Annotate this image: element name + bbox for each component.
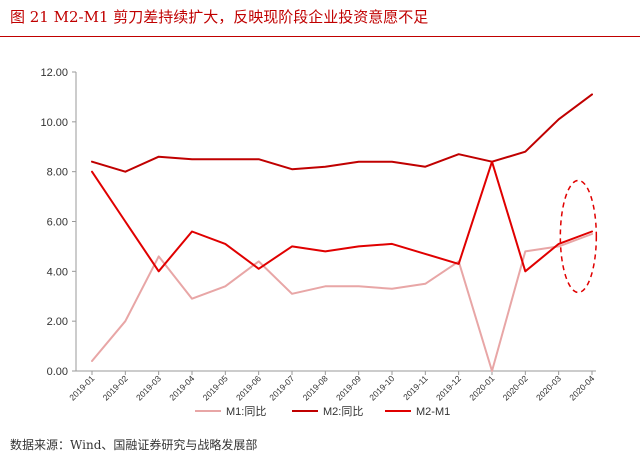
x-tick-label: 2020-03	[534, 373, 563, 402]
x-tick-label: 2019-09	[334, 373, 363, 402]
source-note: 数据来源：Wind、国融证券研究与战略发展部	[10, 438, 258, 452]
chart-legend: M1:同比 M2:同比 M2-M1	[195, 405, 450, 418]
x-tick-label: 2019-02	[101, 373, 130, 402]
y-tick-label: 6.00	[47, 217, 68, 229]
y-tick-label: 0.00	[47, 366, 68, 378]
x-tick-label: 2019-03	[134, 373, 163, 402]
x-tick-label: 2019-12	[434, 373, 463, 402]
legend-label-3: M2-M1	[416, 406, 450, 418]
legend-label-2: M2:同比	[323, 405, 363, 418]
x-tick-label: 2019-08	[301, 373, 330, 402]
highlight-ellipse	[559, 179, 598, 294]
x-tick-label: 2019-05	[201, 373, 230, 402]
chart-annotations	[559, 179, 598, 294]
legend-label-1: M1:同比	[226, 405, 266, 418]
x-tick-label: 2019-07	[267, 373, 296, 402]
x-tick-label: 2020-04	[567, 373, 596, 402]
series-line-3	[91, 160, 593, 273]
y-tick-label: 10.00	[40, 117, 68, 129]
x-tick-label: 2019-06	[234, 373, 263, 402]
y-tick-label: 2.00	[47, 316, 68, 328]
y-tick-label: 12.00	[40, 67, 68, 79]
series-line-2	[91, 93, 593, 173]
x-tick-label: 2020-01	[467, 373, 496, 402]
y-tick-label: 8.00	[47, 167, 68, 179]
chart-series	[91, 93, 593, 372]
title-divider	[0, 36, 640, 37]
chart-title: 图 21 M2-M1 剪刀差持续扩大，反映现阶段企业投资意愿不足	[10, 8, 429, 26]
x-tick-label: 2019-11	[401, 373, 430, 402]
x-tick-label: 2020-02	[501, 373, 530, 402]
x-tick-label: 2019-04	[167, 373, 196, 402]
x-tick-label: 2019-10	[367, 373, 396, 402]
x-tick-label: 2019-01	[67, 373, 96, 402]
y-tick-label: 4.00	[47, 266, 68, 278]
series-line-1	[91, 233, 593, 372]
